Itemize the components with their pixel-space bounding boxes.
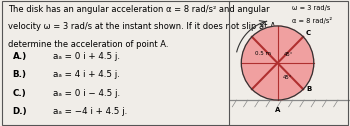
Text: aₐ = 0 i − 4.5 j.: aₐ = 0 i − 4.5 j. (53, 89, 120, 98)
Text: C.): C.) (13, 89, 26, 98)
Text: A.): A.) (13, 52, 27, 60)
Text: ω = 3 rad/s: ω = 3 rad/s (292, 5, 330, 11)
Text: The disk has an angular acceleration α = 8 rad/s² and angular: The disk has an angular acceleration α =… (8, 5, 270, 14)
Text: 45°: 45° (282, 75, 292, 80)
Text: velocity ω = 3 rad/s at the instant shown. If it does not slip at A,: velocity ω = 3 rad/s at the instant show… (8, 22, 278, 31)
Text: aₐ = 0 i + 4.5 j.: aₐ = 0 i + 4.5 j. (53, 52, 120, 60)
Text: B.): B.) (13, 70, 27, 79)
Circle shape (241, 26, 314, 100)
Text: aₐ = 4 i + 4.5 j.: aₐ = 4 i + 4.5 j. (53, 70, 120, 79)
Text: determine the acceleration of point A.: determine the acceleration of point A. (8, 40, 168, 49)
Text: C: C (306, 30, 311, 36)
Text: 0.5 m: 0.5 m (255, 51, 271, 56)
Text: 45°: 45° (284, 52, 293, 57)
Text: B: B (307, 86, 312, 92)
Text: D.): D.) (13, 107, 27, 116)
Text: A: A (275, 107, 280, 113)
Text: aₐ = −4 i + 4.5 j.: aₐ = −4 i + 4.5 j. (53, 107, 127, 116)
Text: α = 8 rad/s²: α = 8 rad/s² (292, 17, 332, 24)
